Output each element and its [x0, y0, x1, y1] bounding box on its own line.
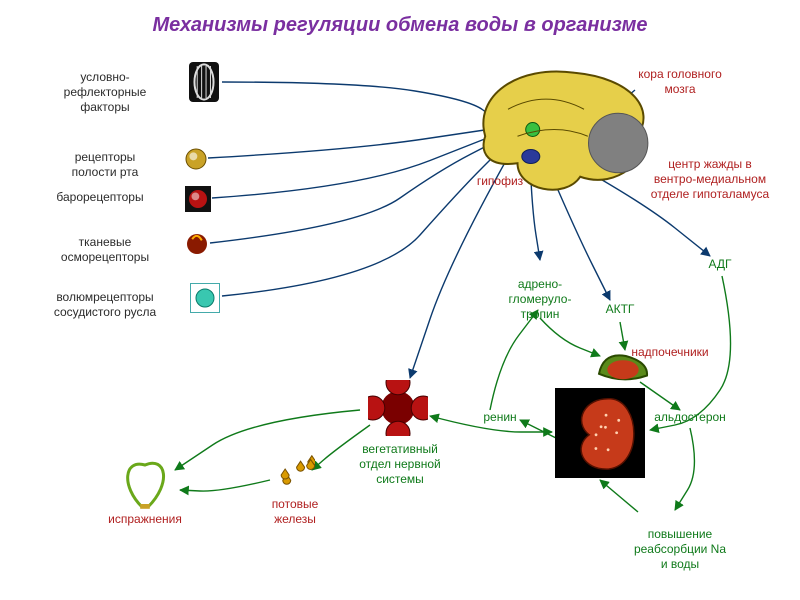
edge-18 — [490, 310, 538, 410]
diagram-title: Механизмы регуляции обмена воды в органи… — [0, 14, 800, 37]
edge-16 — [600, 480, 638, 512]
label-n_mouth: рецепторы полости рта — [25, 150, 185, 180]
label-n_adh: АДГ — [640, 257, 800, 272]
edge-0 — [222, 82, 496, 120]
edge-4 — [222, 145, 505, 296]
edge-3 — [210, 138, 502, 243]
icon-i_veg — [368, 380, 428, 441]
icon-i_teal — [190, 283, 220, 318]
label-n_sweat: потовые железы — [215, 497, 375, 527]
label-n_baro: барорецепторы — [20, 190, 180, 205]
icon-i_kidney — [555, 388, 645, 483]
icon-i_adrenal — [595, 350, 651, 389]
label-n_agt: адрено- гломеруло- тропин — [460, 277, 620, 322]
edge-15 — [675, 428, 694, 510]
icon-i_red — [185, 186, 211, 217]
icon-i_fire — [185, 232, 209, 261]
label-n_veg: вегетативный отдел нервной системы — [320, 442, 480, 487]
label-n_osmo: тканевые осморецепторы — [25, 235, 185, 265]
diagram-stage: Механизмы регуляции обмена воды в органи… — [0, 0, 800, 600]
label-n_reabs: повышение реабсорбции Na и воды — [600, 527, 760, 572]
edge-1 — [208, 128, 498, 158]
icon-i_sweat — [275, 455, 315, 496]
label-n_reflex: условно- рефлекторные факторы — [25, 70, 185, 115]
icon-i_excr — [115, 450, 175, 515]
icon-i_brain — [470, 62, 660, 202]
icon-i_cage — [187, 60, 221, 109]
icon-i_gold — [185, 148, 207, 175]
label-n_vol: волюмрецепторы сосудистого русла — [25, 290, 185, 320]
edge-23 — [180, 480, 270, 491]
